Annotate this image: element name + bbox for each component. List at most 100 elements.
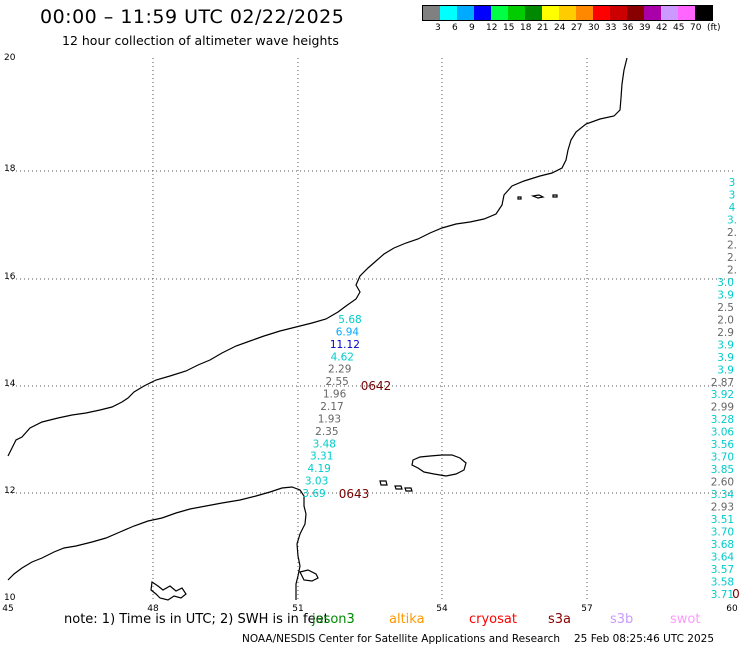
footer-credit: NOAA/NESDIS Center for Satellite Applica… bbox=[242, 633, 560, 645]
wave-height-reading: 3.68 bbox=[711, 539, 734, 551]
pass-time-label: 0643 bbox=[339, 487, 370, 501]
wave-height-reading: 4.62 bbox=[331, 351, 354, 363]
wave-height-reading: 2.5 bbox=[717, 302, 734, 314]
longitude-tick-labels: 45 48 51 54 57 60 bbox=[2, 604, 738, 614]
units-note: note: 1) Time is in UTC; 2) SWH is in fe… bbox=[64, 612, 329, 627]
legend-swatch bbox=[559, 6, 576, 20]
legend-swatch bbox=[678, 6, 695, 20]
latitude-tick-labels: 20 18 16 14 12 10 bbox=[4, 53, 16, 603]
wave-height-reading: 3. bbox=[727, 214, 737, 226]
lat-tick-label: 20 bbox=[4, 53, 16, 63]
wave-height-reading: 3 bbox=[729, 189, 736, 201]
coastline bbox=[7, 57, 628, 601]
wave-height-reading: 5.68 bbox=[338, 314, 361, 326]
footer-timestamp: 25 Feb 08:25:46 UTC 2025 bbox=[574, 633, 714, 645]
lat-tick-label: 12 bbox=[4, 486, 15, 496]
lon-tick-label: 60 bbox=[726, 604, 738, 614]
wave-height-reading: 2. bbox=[727, 239, 737, 251]
wave-height-reading: 4.19 bbox=[307, 463, 330, 475]
legend-labels: 3 6 9 12 15 18 21 24 27 30 33 36 39 42 45 70 (ft) bbox=[422, 21, 721, 33]
wave-height-reading: 2.35 bbox=[315, 426, 338, 438]
legend-label: 30 bbox=[588, 23, 600, 33]
legend-swatch bbox=[474, 6, 491, 20]
right-altimeter-track: 3343.2.2.2.2.3.03.92.52.02.93.93.93.92.8… bbox=[711, 177, 737, 601]
wave-height-reading: 2.87 bbox=[711, 377, 734, 389]
satellite-s3a-label: s3a bbox=[548, 612, 572, 627]
legend-label: 6 bbox=[452, 23, 458, 33]
legend-swatch bbox=[491, 6, 508, 20]
legend-swatch bbox=[593, 6, 610, 20]
legend-swatch bbox=[440, 6, 457, 20]
wave-height-reading: 3.03 bbox=[305, 476, 328, 488]
lon-tick-label: 54 bbox=[436, 604, 448, 614]
wave-height-reading: 3.0 bbox=[717, 277, 734, 289]
map-title: 00:00 – 11:59 UTC 02/22/2025 bbox=[40, 6, 345, 28]
wave-height-reading: 2.17 bbox=[320, 401, 343, 413]
lon-tick-label: 48 bbox=[147, 604, 159, 614]
wave-height-reading: 1.96 bbox=[323, 389, 347, 401]
pass-time-label: 0642 bbox=[361, 379, 392, 393]
legend-swatch bbox=[576, 6, 593, 20]
legend-swatch bbox=[525, 6, 542, 20]
note-row: note: 1) Time is in UTC; 2) SWH is in fe… bbox=[0, 612, 740, 630]
map-subtitle: 12 hour collection of altimeter wave hei… bbox=[62, 33, 339, 48]
lat-tick-label: 18 bbox=[4, 164, 16, 174]
satellite-altika-label: altika bbox=[389, 612, 425, 627]
lat-lon-grid bbox=[8, 58, 734, 600]
legend-swatch bbox=[661, 6, 678, 20]
wave-height-reading: 3.9 bbox=[717, 352, 734, 364]
wave-height-reading: 3.48 bbox=[313, 438, 336, 450]
wave-height-reading: 2. bbox=[727, 264, 737, 276]
wave-height-reading: 3.70 bbox=[711, 452, 734, 464]
wave-height-reading: 6.94 bbox=[336, 326, 360, 338]
wave-height-reading: 2.9 bbox=[717, 327, 734, 339]
wave-height-reading: 3.70 bbox=[711, 527, 734, 539]
legend-swatch bbox=[542, 6, 559, 20]
satellite-s3b-label: s3b bbox=[610, 612, 634, 627]
legend-label: 45 bbox=[673, 23, 685, 33]
legend-unit: (ft) bbox=[707, 23, 721, 33]
legend-label: 21 bbox=[537, 23, 549, 33]
legend-swatch bbox=[644, 6, 661, 20]
wave-height-reading: 3.34 bbox=[711, 489, 735, 501]
wave-height-reading: 3.69 bbox=[302, 488, 325, 500]
legend-swatch bbox=[508, 6, 525, 20]
wave-height-reading: 2.93 bbox=[711, 502, 734, 514]
wave-height-reading: 4 bbox=[729, 202, 736, 214]
legend-swatch bbox=[457, 6, 474, 20]
lon-tick-label: 51 bbox=[292, 604, 303, 614]
legend-color-bar bbox=[422, 5, 713, 21]
wave-height-reading: 3.31 bbox=[310, 451, 333, 463]
pass-time-labels: 0642 0643 0 bbox=[339, 379, 740, 601]
wave-height-reading: 2.99 bbox=[711, 402, 734, 414]
legend-label: 70 bbox=[690, 23, 702, 33]
wave-height-reading: 3.57 bbox=[711, 564, 734, 576]
legend-label: 18 bbox=[520, 23, 532, 33]
legend-label: 9 bbox=[469, 23, 475, 33]
legend-label: 36 bbox=[622, 23, 634, 33]
wave-height-reading: 2.29 bbox=[328, 364, 351, 376]
lat-tick-label: 16 bbox=[4, 272, 16, 282]
footer: NOAA/NESDIS Center for Satellite Applica… bbox=[242, 633, 714, 645]
legend-swatch bbox=[627, 6, 644, 20]
center-altimeter-track: 5.686.9411.124.622.292.551.962.171.932.3… bbox=[302, 314, 361, 500]
wave-height-reading: 11.12 bbox=[330, 339, 360, 351]
wave-height-reading: 2. bbox=[727, 252, 737, 264]
legend-label: 39 bbox=[639, 23, 651, 33]
color-legend: 3 6 9 12 15 18 21 24 27 30 33 36 39 42 45 70 (ft) bbox=[422, 5, 721, 33]
wave-height-reading: 2.55 bbox=[325, 376, 348, 388]
wave-height-reading: 3.9 bbox=[717, 364, 734, 376]
wave-height-reading: 3.92 bbox=[711, 389, 734, 401]
legend-label: 12 bbox=[486, 23, 498, 33]
wave-height-reading: 3.58 bbox=[711, 577, 734, 589]
wave-height-reading: 1.93 bbox=[318, 413, 341, 425]
wave-height-reading: 3.71 bbox=[711, 589, 734, 601]
satellite-jason3-label: jason3 bbox=[312, 612, 355, 627]
wave-height-reading: 3.51 bbox=[711, 514, 734, 526]
satellite-cryosat-label: cryosat bbox=[469, 612, 517, 627]
wave-height-reading: 2. bbox=[727, 227, 737, 239]
legend-swatch bbox=[610, 6, 627, 20]
wave-height-reading: 3.9 bbox=[717, 289, 734, 301]
legend-swatch bbox=[695, 6, 712, 20]
